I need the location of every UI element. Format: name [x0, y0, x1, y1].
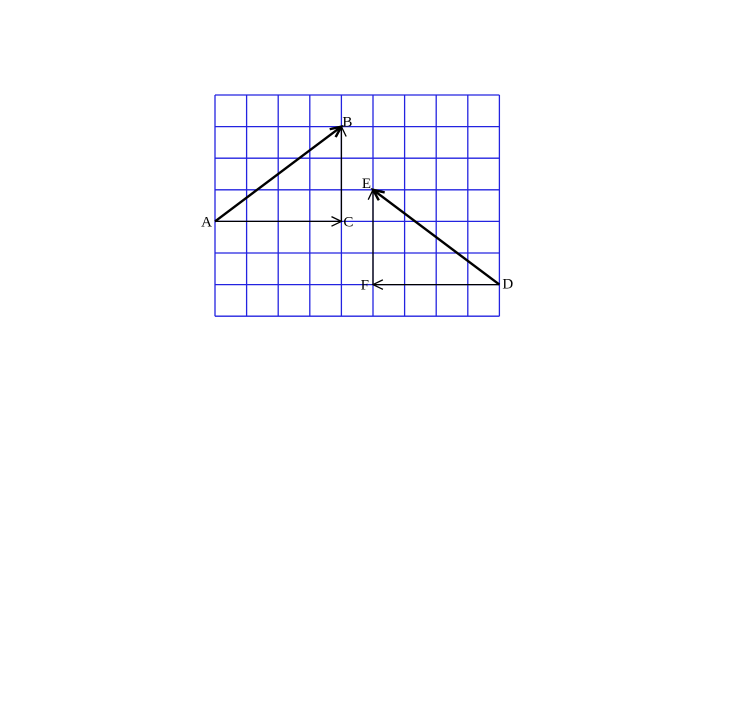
point-label-d: D: [502, 277, 513, 293]
vector-fe: [367, 188, 379, 285]
vector-shaft: [372, 188, 501, 286]
vector-cb: [336, 125, 347, 222]
vectors: [214, 124, 501, 290]
point-label-a: A: [201, 214, 212, 230]
point-label-b: B: [342, 115, 352, 131]
arrowhead-icon: [367, 188, 379, 200]
point-label-f: F: [361, 278, 369, 294]
arrowhead-icon: [336, 125, 347, 137]
point-label-c: C: [343, 214, 353, 230]
point-label-e: E: [362, 176, 371, 192]
grid: [214, 94, 501, 317]
point-labels: A B C D E F: [201, 115, 513, 294]
vector-shaft: [214, 125, 343, 223]
